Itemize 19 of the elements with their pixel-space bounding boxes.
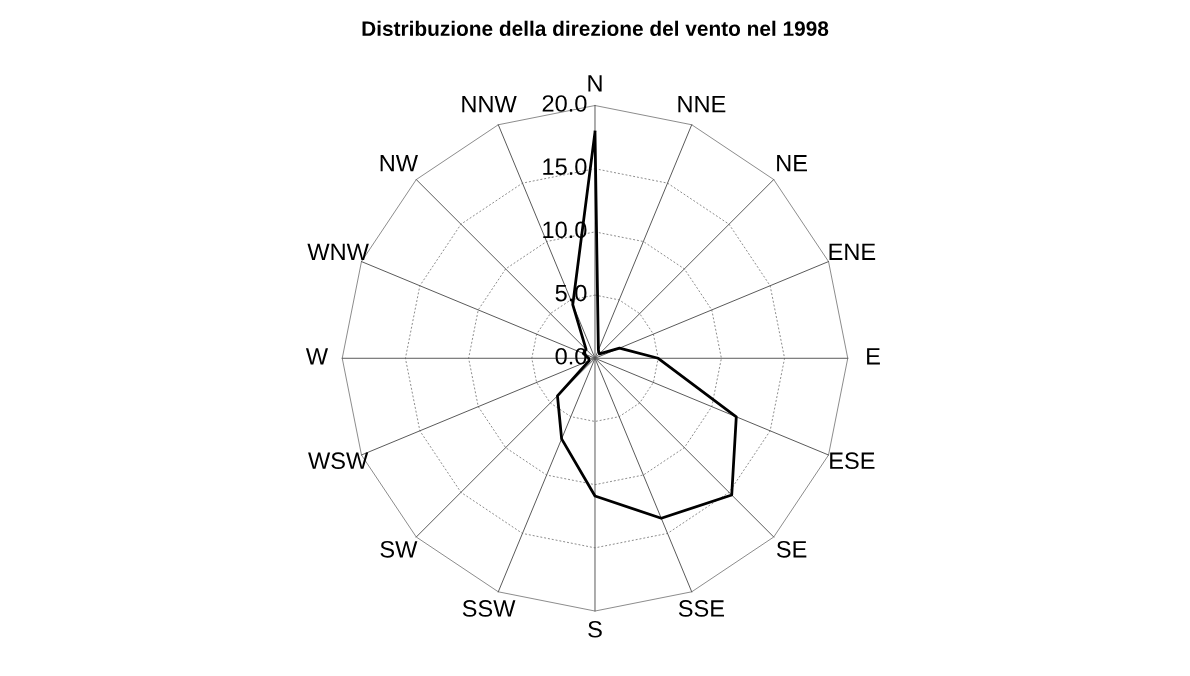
spoke-label: WSW [308, 452, 369, 470]
y-tick-label: 20.0 [542, 95, 587, 112]
spoke-label: W [305, 348, 329, 365]
spoke-label: SE [776, 540, 807, 558]
spoke-label: N [588, 75, 602, 92]
chart-title: Distribuzione della direzione del vento nel 1998 [362, 20, 829, 37]
spoke-label: ESE [830, 452, 875, 470]
spoke-label: ENE [829, 243, 876, 260]
spoke-label: NNW [462, 95, 517, 113]
spoke-label: S [588, 620, 602, 638]
spoke-label: SSW [462, 600, 516, 617]
spoke-label: NW [380, 155, 418, 172]
spoke-label: SW [380, 540, 418, 558]
spoke-label: WNW [307, 243, 369, 260]
spoke-label: SSE [678, 600, 725, 617]
spoke-label: NNE [678, 95, 726, 113]
spoke-label: NE [777, 155, 807, 172]
y-tick-label: 15.0 [543, 158, 587, 176]
spoke-label: E [867, 348, 880, 365]
